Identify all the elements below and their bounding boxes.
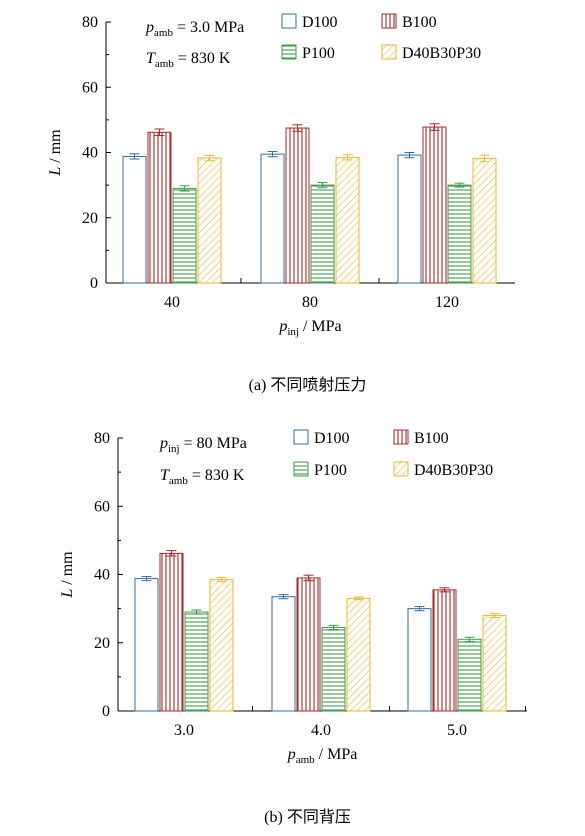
legend-swatch (281, 44, 297, 60)
legend-swatch (381, 13, 397, 29)
x-tick-label: 40 (164, 294, 180, 311)
bar-b100 (432, 589, 457, 712)
bar-b100 (147, 131, 172, 284)
bar-b100 (285, 127, 310, 284)
condition-annotation: Tamb = 830 K (160, 467, 245, 487)
condition-annotation: pamb = 3.0 MPa (145, 19, 244, 39)
bar-p100 (447, 184, 472, 284)
legend-item-b100: B100 (381, 13, 437, 31)
y-axis-label: L / mm (59, 551, 76, 599)
legend-item-d40b30p30: D40B30P30 (393, 461, 493, 479)
legend-label: D100 (314, 430, 350, 447)
legend-label: D40B30P30 (402, 45, 481, 62)
y-tick-label: 80 (82, 14, 98, 31)
legend-item-p100: P100 (281, 44, 335, 62)
bar-p100 (172, 187, 197, 284)
bar-d100 (271, 596, 296, 712)
legend-swatch (393, 461, 409, 477)
bar-p100 (457, 638, 482, 712)
y-tick-label: 0 (102, 703, 110, 720)
bar-p100 (321, 626, 346, 712)
legend-item-d100: D100 (293, 429, 350, 447)
bar-d40b30p30 (335, 156, 360, 284)
legend-label: B100 (414, 430, 449, 447)
bar-p100 (310, 184, 335, 284)
bar-d100 (260, 153, 285, 284)
bar-d100 (134, 578, 159, 712)
bar-b100 (296, 577, 321, 712)
bar-b100 (159, 552, 184, 712)
y-tick-label: 40 (82, 145, 98, 162)
x-tick-label: 5.0 (447, 722, 467, 739)
legend-item-p100: P100 (293, 461, 347, 479)
legend-label: D40B30P30 (414, 462, 493, 479)
bar-b100 (422, 126, 447, 284)
bar-d40b30p30 (346, 597, 371, 712)
chart-panel-a: 0 20 40 60 80 40 80 120 L / mm pinj / MPa pamb = 3… (47, 13, 515, 338)
x-tick-label: 80 (302, 294, 318, 311)
bar-d100 (407, 608, 432, 712)
y-tick-label: 20 (94, 635, 110, 652)
x-axis-label: pinj / MPa (278, 318, 341, 338)
legend-swatch (393, 429, 409, 445)
bar-d100 (122, 155, 147, 284)
legend-swatch (293, 461, 309, 477)
bar-d40b30p30 (482, 614, 507, 712)
legend-label: P100 (314, 462, 347, 479)
y-tick-label: 60 (82, 79, 98, 96)
bar-p100 (184, 611, 209, 712)
y-axis-label: L / mm (47, 129, 64, 177)
legend-swatch (381, 44, 397, 60)
bar-d40b30p30 (197, 157, 222, 284)
legend-swatch (281, 13, 297, 29)
legend-swatch (293, 429, 309, 445)
legend-item-d40b30p30: D40B30P30 (381, 44, 481, 62)
y-tick-label: 60 (94, 498, 110, 515)
caption-b: (b) 不同背压 (0, 803, 585, 827)
condition-annotation: Tamb = 830 K (146, 50, 231, 70)
y-tick-label: 0 (90, 275, 98, 292)
legend-label: P100 (302, 45, 335, 62)
x-tick-label: 4.0 (311, 722, 331, 739)
legend-item-b100: B100 (393, 429, 449, 447)
condition-annotation: pinj = 80 MPa (159, 435, 247, 455)
bar-d40b30p30 (209, 579, 234, 712)
legend-label: D100 (302, 14, 338, 31)
x-axis-label: pamb / MPa (287, 746, 358, 766)
x-tick-label: 3.0 (174, 722, 194, 739)
caption-b-text: (b) 不同背压 (264, 809, 351, 826)
caption-a: (a) 不同喷射压力 (0, 371, 585, 395)
legend-item-d100: D100 (281, 13, 338, 31)
legend-label: B100 (402, 14, 437, 31)
bar-d40b30p30 (472, 157, 497, 284)
y-tick-label: 40 (94, 567, 110, 584)
x-tick-label: 120 (435, 294, 459, 311)
y-tick-label: 80 (94, 430, 110, 447)
chart-panel-b: 0 20 40 60 80 3.0 4.0 5.0 L / mm pamb / MPa pinj =… (59, 429, 527, 766)
bar-d100 (397, 154, 422, 284)
y-tick-label: 20 (82, 210, 98, 227)
caption-a-text: (a) 不同喷射压力 (248, 377, 367, 394)
